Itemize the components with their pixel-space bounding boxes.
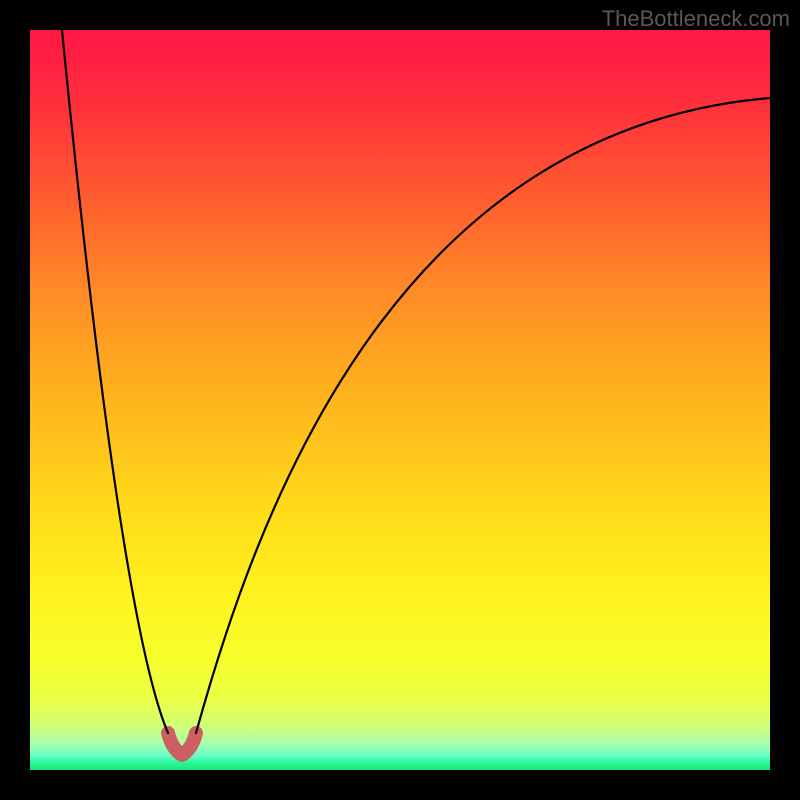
gradient-background bbox=[30, 30, 770, 770]
watermark-text: TheBottleneck.com bbox=[602, 6, 790, 32]
plot-frame bbox=[30, 30, 770, 770]
plot-svg bbox=[30, 30, 770, 770]
chart-root: TheBottleneck.com bbox=[0, 0, 800, 800]
